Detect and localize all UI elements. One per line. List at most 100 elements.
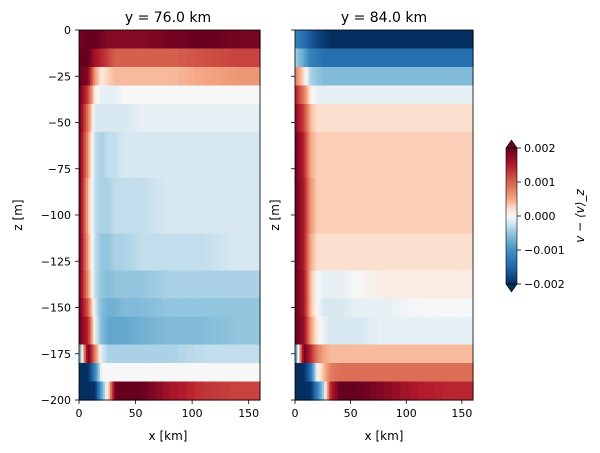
heatmap-cell xyxy=(328,363,332,383)
heatmap-cell xyxy=(400,381,410,401)
heatmap-cell xyxy=(332,104,336,133)
heatmap-cell xyxy=(425,316,435,346)
heatmap-cell xyxy=(194,67,205,87)
heatmap-cell xyxy=(96,363,99,383)
heatmap-cell xyxy=(115,363,119,383)
heatmap-cell xyxy=(228,85,238,105)
heatmap-cell xyxy=(327,381,330,401)
heatmap-cell xyxy=(243,67,250,87)
heatmap-cell xyxy=(456,316,463,346)
heatmap-cell xyxy=(297,30,301,50)
heatmap-cell xyxy=(307,85,310,105)
heatmap-cell xyxy=(113,85,116,105)
heatmap-cell xyxy=(136,67,142,87)
heatmap-cell xyxy=(203,270,213,299)
heatmap-cell xyxy=(467,48,474,68)
heatmap-cell xyxy=(352,270,357,299)
heatmap-cell xyxy=(312,381,315,401)
heatmap-cell xyxy=(328,178,332,235)
heatmap-cell xyxy=(347,48,353,68)
heatmap-cell xyxy=(317,298,320,318)
heatmap-cell xyxy=(119,270,123,299)
heatmap-cell xyxy=(169,178,179,235)
heatmap-cell xyxy=(132,233,138,272)
heatmap-cell xyxy=(108,381,111,401)
heatmap-cell xyxy=(417,363,427,383)
heatmap-cell xyxy=(81,381,85,401)
heatmap-cell xyxy=(299,344,303,364)
heatmap-cell xyxy=(301,298,305,318)
heatmap-cell xyxy=(310,85,313,105)
heatmap-cell xyxy=(177,344,188,364)
heatmap-cell xyxy=(85,30,89,50)
heatmap-cell xyxy=(305,233,308,272)
heatmap-cell xyxy=(343,67,349,87)
heatmap-cell xyxy=(110,178,113,235)
heatmap-cell xyxy=(81,48,85,68)
heatmap-cell xyxy=(363,178,371,235)
heatmap-cell xyxy=(303,381,307,401)
heatmap-cell xyxy=(318,344,322,364)
heatmap-cell xyxy=(186,131,196,179)
axes-left: 0 50 100 150 0 −25 −50 −75 −100 −125 −150 −175 −200 xyxy=(41,24,259,420)
heatmap-cell xyxy=(299,233,303,272)
heatmap-cell xyxy=(96,270,99,299)
heatmap-cell xyxy=(400,344,410,364)
heatmap-cell xyxy=(384,30,393,50)
heatmap-cell xyxy=(308,298,312,318)
heatmap-cell xyxy=(89,316,93,346)
heatmap-cell xyxy=(303,298,307,318)
heatmap-cell xyxy=(409,30,418,50)
heatmap-cell xyxy=(409,381,418,401)
heatmap-cell xyxy=(141,298,149,318)
heatmap-cell xyxy=(315,363,318,383)
heatmap-cell xyxy=(434,85,443,105)
heatmap-cell xyxy=(456,85,463,105)
heatmap-cell xyxy=(96,104,99,133)
heatmap-cell xyxy=(323,48,327,68)
heatmap-cell xyxy=(248,48,255,68)
heatmap-cell xyxy=(220,85,230,105)
heatmap-cell xyxy=(132,104,138,133)
heatmap-cell xyxy=(115,298,119,318)
panel-right-title: y = 84.0 km xyxy=(341,10,427,26)
heatmap-cell xyxy=(335,270,338,299)
heatmap-cell xyxy=(186,67,196,87)
heatmap-cell xyxy=(237,344,244,364)
heatmap-cell xyxy=(248,67,255,87)
heatmap-cell xyxy=(356,178,364,235)
heatmap-cell xyxy=(337,363,341,383)
heatmap-cell xyxy=(295,104,298,133)
heatmap-cell xyxy=(310,131,313,179)
heatmap-cell xyxy=(228,270,238,299)
heatmap-cell xyxy=(327,104,330,133)
heatmap-cell xyxy=(237,30,244,50)
heatmap-cell xyxy=(96,298,99,318)
heatmap-cell xyxy=(322,363,325,383)
heatmap-cell xyxy=(162,298,171,318)
heatmap-cell xyxy=(456,298,463,318)
heatmap-cell xyxy=(332,178,336,235)
heatmap-cell xyxy=(310,344,313,364)
heatmap-cell xyxy=(377,298,385,318)
heatmap-cell xyxy=(303,178,307,235)
heatmap-cell xyxy=(162,104,171,133)
heatmap-cell xyxy=(115,85,119,105)
heatmap-cell xyxy=(442,178,452,235)
heatmap-cell xyxy=(339,67,345,87)
heatmap-cell xyxy=(450,363,457,383)
heatmap-cell xyxy=(303,48,307,68)
heatmap-cell xyxy=(461,178,469,235)
heatmap-cell xyxy=(320,233,323,272)
heatmap-cell xyxy=(339,270,345,299)
heatmap-cell xyxy=(96,233,99,272)
heatmap-cell xyxy=(425,30,435,50)
heatmap-cell xyxy=(155,178,164,235)
heatmap-cell xyxy=(301,131,305,179)
heatmap-cell xyxy=(96,344,99,364)
heatmap-cell xyxy=(113,363,116,383)
heatmap-cell xyxy=(211,131,221,179)
heatmap-cell xyxy=(327,178,330,235)
heatmap-cell xyxy=(434,233,443,272)
heatmap-cell xyxy=(377,48,385,68)
